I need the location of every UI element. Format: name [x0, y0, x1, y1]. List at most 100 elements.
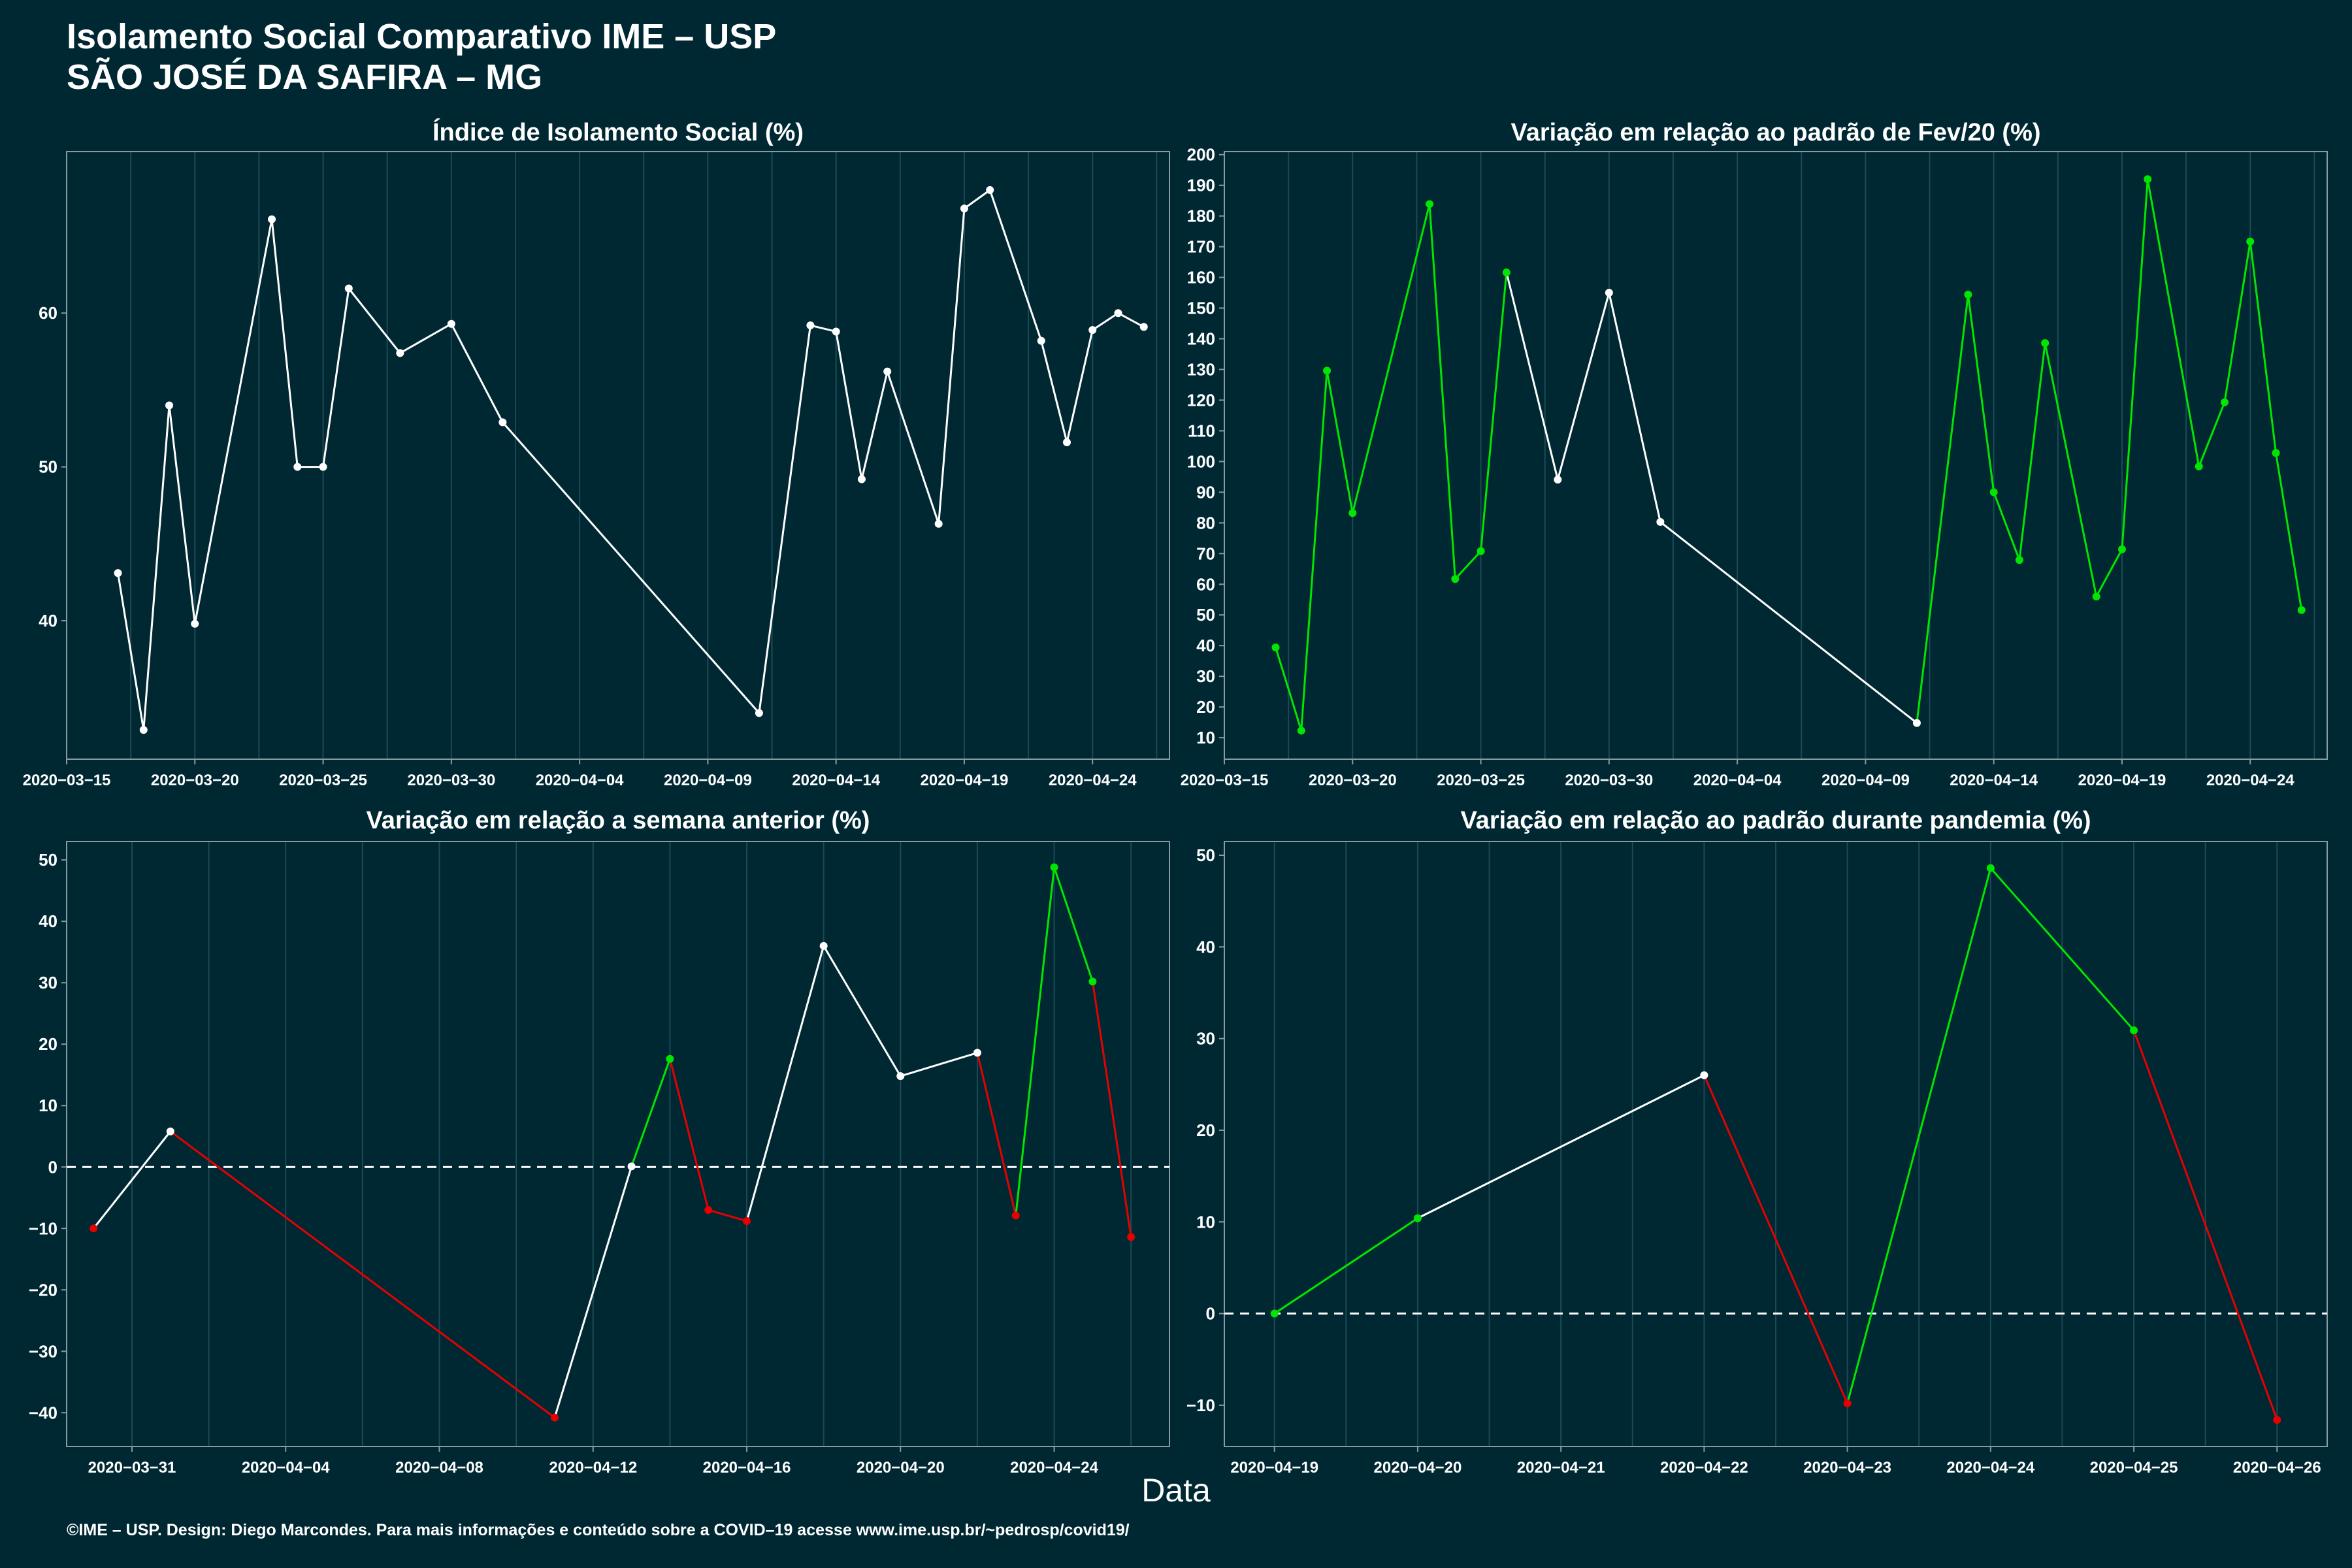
series-segment — [1608, 292, 1661, 523]
series-segment — [1454, 550, 1482, 580]
data-point — [1964, 290, 1972, 299]
data-point — [1843, 1399, 1852, 1408]
series-segment — [2018, 342, 2046, 561]
y-tick-label: 10 — [1196, 728, 1215, 747]
series-segment — [322, 288, 350, 467]
data-point — [934, 519, 943, 528]
data-point — [806, 321, 815, 330]
y-tick-label: 190 — [1187, 176, 1215, 195]
main-title: Isolamento Social Comparativo IME – USP — [67, 17, 777, 56]
data-point — [1413, 1214, 1422, 1222]
data-point — [2273, 1416, 2281, 1424]
data-point — [973, 1049, 981, 1057]
data-point — [2117, 545, 2126, 553]
series-segment — [1703, 1075, 1848, 1404]
x-tick-label: 2020−03−20 — [151, 772, 239, 789]
series-segment — [745, 945, 825, 1222]
y-tick-label: 0 — [48, 1157, 57, 1177]
y-tick-label: 90 — [1196, 482, 1215, 502]
x-tick-label: 2020−04−24 — [1049, 772, 1137, 789]
x-tick-label: 2020−04−04 — [1693, 772, 1782, 789]
data-point — [114, 569, 122, 578]
x-tick-label: 2020−04−19 — [1230, 1459, 1318, 1477]
y-tick-label: 100 — [1187, 451, 1215, 471]
data-point — [1297, 727, 1305, 735]
y-tick-label: 170 — [1187, 237, 1215, 257]
y-tick-label: 0 — [1206, 1304, 1215, 1324]
x-tick-label: 2020−03−25 — [279, 772, 367, 789]
semana-frame — [66, 841, 1170, 1447]
data-point — [1912, 719, 1921, 727]
data-point — [819, 941, 828, 950]
x-tick-label: 2020−03−30 — [1565, 772, 1653, 789]
x-tick-label: 2020−04−20 — [1374, 1459, 1462, 1477]
series-segment — [2044, 342, 2098, 597]
x-tick-label: 2020−04−19 — [921, 772, 1009, 789]
y-tick-label: 180 — [1187, 206, 1215, 226]
series-segment — [1275, 647, 1303, 731]
x-tick-label: 2020−04−24 — [1946, 1459, 2034, 1477]
series-segment — [2275, 453, 2303, 610]
series-segment — [1300, 370, 1328, 731]
x-tick-label: 2020−04−14 — [1950, 772, 2038, 789]
series-segment — [1117, 312, 1145, 328]
data-point — [319, 463, 327, 471]
series-segment — [900, 1051, 978, 1077]
series-segment — [988, 189, 1043, 342]
data-point — [1700, 1071, 1708, 1079]
series-segment — [1967, 294, 1995, 493]
series-segment — [553, 1166, 633, 1418]
data-point — [1062, 438, 1071, 446]
y-tick-label: 110 — [1188, 421, 1215, 440]
isolamento-chart: Índice de Isolamento Social (%) 40 50 60 202… — [23, 118, 1170, 789]
series-segment — [1480, 272, 1508, 551]
data-point — [1323, 367, 1331, 375]
data-point — [1989, 488, 1998, 497]
y-tick-label: 150 — [1187, 299, 1215, 318]
y-tick-label: 140 — [1187, 329, 1215, 349]
data-point — [1127, 1233, 1135, 1241]
data-point — [1011, 1211, 1020, 1220]
series-segment — [1053, 867, 1094, 982]
x-tick-label: 2020−04−20 — [857, 1459, 945, 1477]
series-segment — [2198, 402, 2226, 467]
y-tick-label: 40 — [1196, 937, 1215, 956]
y-tick-label: −10 — [1186, 1396, 1215, 1415]
x-tick-label: 2020−04−09 — [664, 772, 752, 789]
y-tick-label: 20 — [1196, 697, 1215, 717]
series-segment — [758, 325, 811, 713]
series-segment — [1428, 204, 1456, 580]
x-axis-label: Data — [1141, 1472, 1211, 1509]
data-point — [166, 1127, 174, 1135]
y-tick-label: −10 — [29, 1218, 57, 1238]
x-tick-label: 2020−03−20 — [1309, 772, 1397, 789]
series-segment — [860, 371, 889, 480]
series-segment — [169, 1130, 555, 1419]
data-point — [1271, 644, 1280, 652]
data-point — [1114, 309, 1122, 318]
y-tick-label: 10 — [1196, 1212, 1215, 1232]
y-tick-label: 30 — [1196, 666, 1215, 686]
location-subtitle: SÃO JOSÉ DA SAFIRA – MG — [67, 57, 543, 97]
data-point — [1502, 269, 1511, 277]
data-point — [2195, 462, 2203, 470]
data-point — [268, 215, 276, 223]
data-point — [1986, 864, 1995, 872]
x-tick-label: 2020−04−26 — [2233, 1459, 2321, 1477]
series-segment — [1351, 203, 1431, 514]
series-segment — [2121, 179, 2149, 549]
semana-title: Variação em relação a semana anterior (%… — [367, 807, 870, 834]
series-segment — [450, 323, 504, 423]
series-segment — [1989, 867, 2135, 1032]
y-tick-label: 60 — [1196, 574, 1215, 594]
x-tick-label: 2020−04−19 — [2078, 772, 2166, 789]
series-segment — [92, 1130, 171, 1230]
x-tick-label: 2020−04−09 — [1821, 772, 1910, 789]
data-point — [743, 1217, 751, 1225]
series-segment — [630, 1058, 671, 1167]
x-tick-label: 2020−04−14 — [792, 772, 880, 789]
series-segment — [502, 421, 760, 714]
data-point — [627, 1162, 636, 1171]
data-point — [165, 401, 174, 410]
series-segment — [168, 405, 196, 624]
